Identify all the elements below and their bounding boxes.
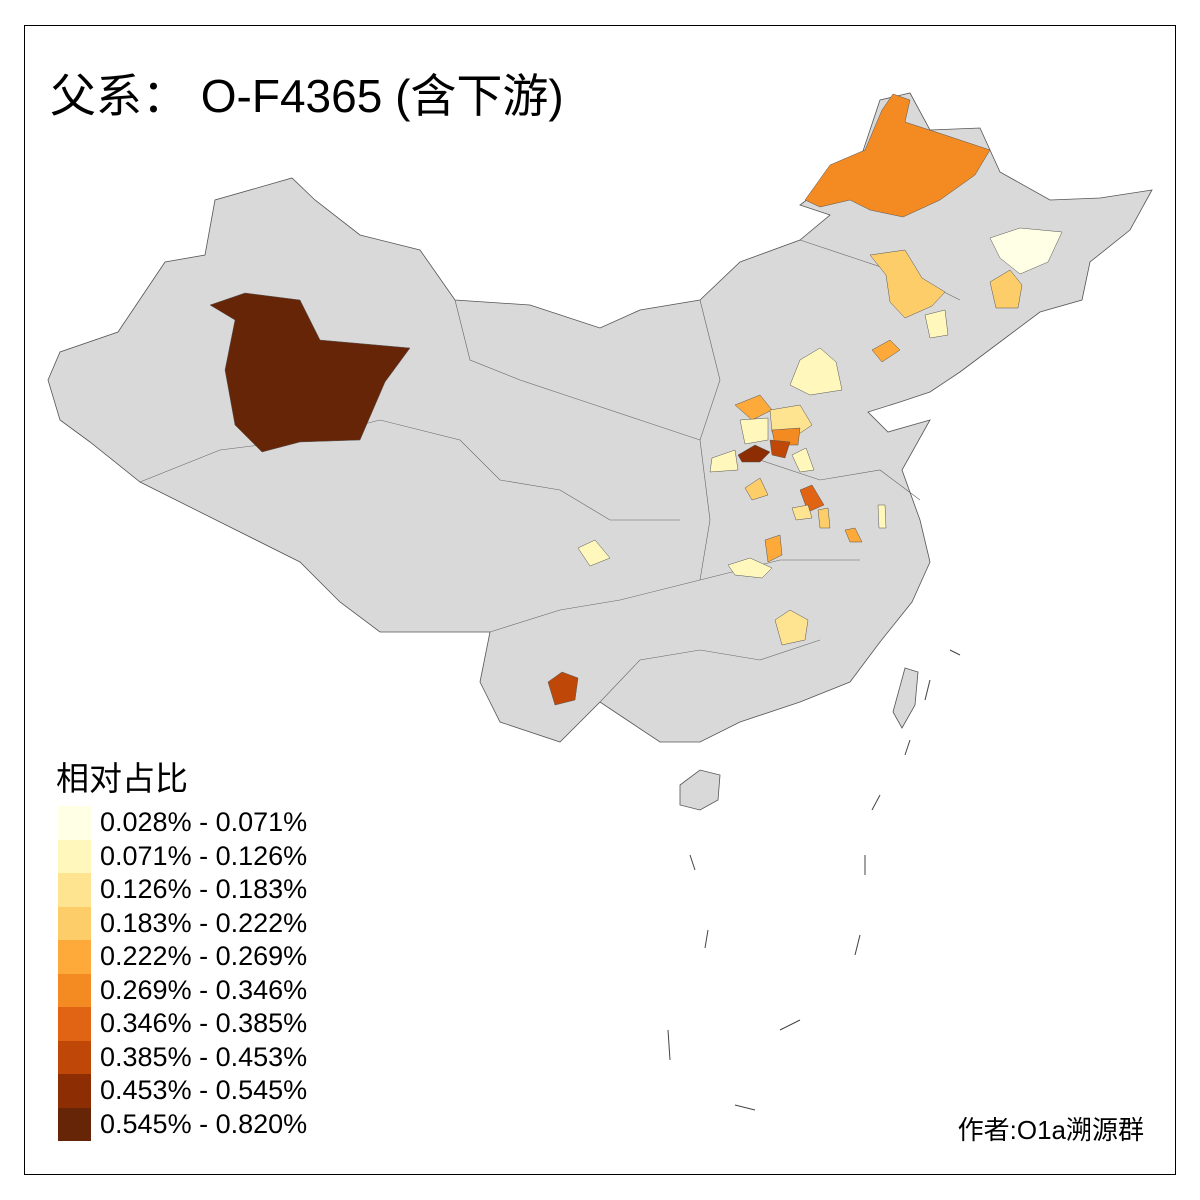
region-jiangsu (877, 504, 887, 529)
legend-item: 0.346% - 0.385% (58, 1007, 358, 1041)
legend-label: 0.222% - 0.269% (100, 941, 308, 971)
south-china-sea-islands (667, 649, 961, 1111)
region-jilin-east (989, 269, 1023, 309)
legend-label: 0.385% - 0.453% (100, 1041, 308, 1072)
region-anhui (817, 507, 831, 529)
region-inner-mongolia-east (869, 249, 946, 319)
region-handan (769, 439, 791, 459)
legend-label: 0.269% - 0.346% (100, 974, 308, 1005)
region-henan-north (744, 477, 769, 501)
legend-item: 0.183% - 0.222% (58, 906, 358, 940)
legend-item: 0.222% - 0.269% (58, 940, 358, 974)
legend-label: 0.183% - 0.222% (100, 907, 308, 938)
legend-item: 0.071% - 0.126% (58, 839, 358, 873)
region-shanxi-mid (739, 417, 769, 445)
legend-swatch (58, 1074, 91, 1108)
legend-item: 0.545% - 0.820% (58, 1107, 358, 1141)
region-sichuan (577, 539, 611, 567)
legend-label: 0.028% - 0.071% (100, 807, 308, 837)
region-yunnan (547, 671, 579, 706)
china-base (47, 92, 1153, 811)
legend-swatch (58, 806, 91, 840)
region-hubei-north (764, 534, 783, 563)
region-shandong-west (791, 447, 815, 473)
legend-label: 0.545% - 0.820% (100, 1108, 308, 1139)
legend-swatch (58, 873, 91, 907)
legend-swatch (58, 973, 91, 1007)
legend-swatch (58, 839, 91, 873)
region-beijing-north (789, 347, 843, 396)
region-liaoning-west (924, 309, 949, 339)
legend-swatch (58, 1040, 91, 1074)
legend-item: 0.126% - 0.183% (58, 873, 358, 907)
hainan (679, 769, 721, 811)
legend-label: 0.346% - 0.385% (100, 1008, 308, 1038)
legend-swatch (58, 940, 91, 974)
highlighted-regions (209, 93, 1063, 706)
taiwan (892, 667, 919, 729)
region-hulunbuir (804, 93, 991, 218)
region-heilongjiang-mid (989, 227, 1063, 275)
author-credit: 作者:O1a溯源群 (957, 1115, 1144, 1145)
legend-swatch (58, 1107, 91, 1141)
region-hunan (774, 609, 809, 646)
region-henan-east2 (791, 504, 813, 521)
legend-label: 0.071% - 0.126% (100, 840, 308, 871)
legend-label: 0.453% - 0.545% (100, 1075, 308, 1105)
region-xinjiang-north (209, 292, 411, 453)
legend-item: 0.385% - 0.453% (58, 1040, 358, 1074)
legend-swatch (58, 906, 91, 940)
legend-item: 0.453% - 0.545% (58, 1074, 358, 1108)
legend-item: 0.028% - 0.071% (58, 806, 358, 840)
legend-swatch (58, 1007, 91, 1041)
legend-item: 0.269% - 0.346% (58, 973, 358, 1007)
region-liaoning-coast (871, 339, 901, 363)
region-shanxi-south (737, 444, 771, 463)
region-hubei (727, 557, 773, 579)
mainland-outline (47, 92, 1153, 743)
legend-label: 0.126% - 0.183% (100, 874, 308, 904)
map-title: 父系： O-F4365 (含下游) (50, 70, 564, 122)
region-shanxi-west (709, 449, 739, 473)
region-anhui-south (844, 527, 863, 543)
legend-title: 相对占比 (56, 760, 188, 797)
